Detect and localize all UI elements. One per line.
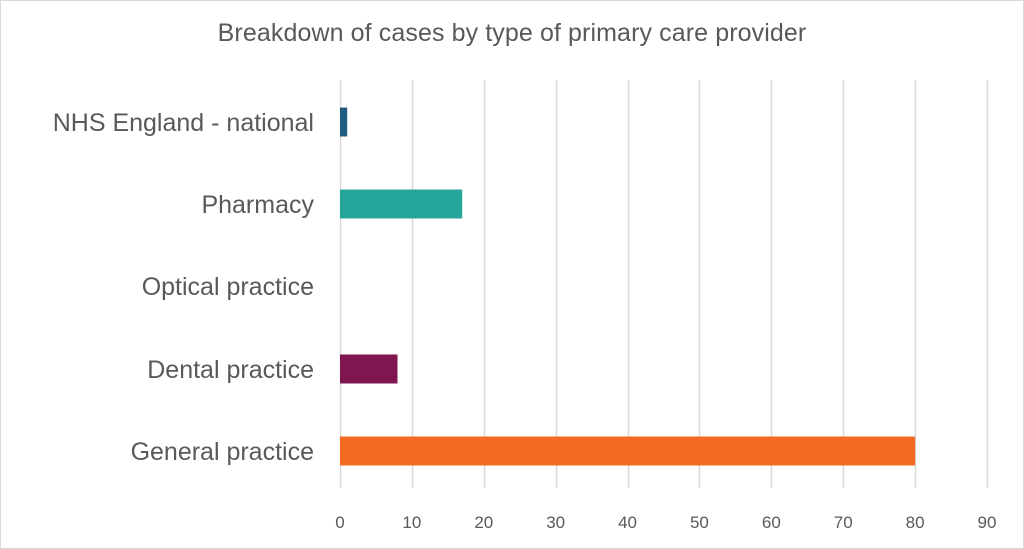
- x-tick-labels: 0 10 20 30 40 50 60 70 80 90: [335, 513, 996, 532]
- category-label: Pharmacy: [201, 191, 314, 219]
- bar-pharmacy: [340, 189, 463, 219]
- x-tick-label: 40: [618, 513, 637, 532]
- x-tick-label: 20: [474, 513, 493, 532]
- x-tick-label: 80: [906, 513, 925, 532]
- bar-nhs-england-national: [340, 107, 348, 137]
- chart-title: Breakdown of cases by type of primary ca…: [217, 19, 807, 47]
- bar-dental-practice: [340, 354, 398, 384]
- x-tick-label: 0: [335, 513, 344, 532]
- bars: [340, 107, 916, 466]
- category-label: Optical practice: [142, 273, 314, 301]
- category-label: Dental practice: [147, 356, 314, 384]
- x-tick-label: 10: [402, 513, 421, 532]
- category-label: NHS England - national: [53, 109, 314, 137]
- x-tick-label: 60: [762, 513, 781, 532]
- x-tick-label: 90: [978, 513, 997, 532]
- category-label: General practice: [131, 438, 314, 466]
- x-tick-label: 30: [546, 513, 565, 532]
- gridlines: [339, 80, 989, 488]
- x-tick-label: 50: [690, 513, 709, 532]
- x-tick-label: 70: [834, 513, 853, 532]
- bar-general-practice: [340, 436, 916, 466]
- category-labels: NHS England - national Pharmacy Optical pr…: [53, 109, 315, 466]
